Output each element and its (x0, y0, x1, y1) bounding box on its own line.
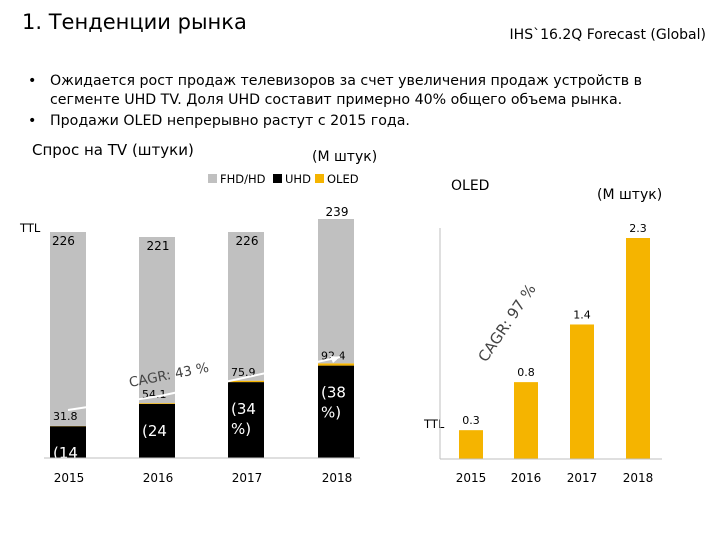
ttl-label: TTL (423, 417, 445, 431)
uhd-bar (228, 382, 264, 458)
uhd-share-label-cont: %) (231, 420, 251, 438)
uhd-bar (318, 365, 354, 458)
growth-arrowhead (330, 356, 340, 363)
x-tick-label: 2017 (567, 471, 598, 485)
oled-bar (139, 403, 175, 404)
x-tick-label: 2017 (232, 471, 263, 485)
bullet-text: Ожидается рост продаж телевизоров за сче… (50, 73, 642, 108)
fhd-bar (228, 232, 264, 381)
cagr-annotation: CAGR: 97 % (474, 281, 539, 366)
legend-swatch-uhd (273, 174, 282, 183)
legend-label: OLED (327, 172, 359, 186)
uhd-share-label: (34 (231, 400, 256, 418)
oled-unit-label: (М штук) (597, 187, 663, 203)
bullet-marker: • (28, 73, 37, 89)
oled-value-bar (459, 430, 483, 459)
legend-label: UHD (285, 172, 311, 186)
uhd-share-label: (38 (321, 384, 346, 402)
legend-swatch-fhdhd (208, 174, 217, 183)
oled-value-bar (570, 324, 594, 459)
oled-value-label: 0.3 (462, 414, 480, 427)
x-tick-label: 2018 (322, 471, 353, 485)
tv-demand-chart-title: Спрос на TV (штуки) (32, 141, 194, 159)
total-value-label: 226 (236, 234, 259, 248)
oled-value-bar (626, 238, 650, 459)
fhd-bar (50, 232, 86, 426)
oled-chart-title: OLED (451, 178, 490, 194)
x-tick-label: 2018 (623, 471, 654, 485)
x-tick-label: 2016 (143, 471, 174, 485)
oled-value-label: 0.8 (517, 366, 535, 379)
fhd-bar (318, 219, 354, 364)
total-value-label: 239 (326, 205, 349, 219)
uhd-value-label: 31.8 (53, 410, 78, 423)
x-tick-label: 2015 (54, 471, 85, 485)
fhd-bar (139, 237, 175, 404)
total-value-label: 226 (52, 234, 75, 248)
page-title: 1. Тенденции рынка (22, 10, 247, 34)
legend-swatch-oled (315, 174, 324, 183)
bullet-text: Продажи OLED непрерывно растут с 2015 го… (50, 113, 410, 129)
growth-arrow-line (67, 356, 341, 411)
oled-bar (228, 380, 264, 383)
uhd-share-label-cont: %) (321, 404, 341, 422)
x-tick-label: 2015 (456, 471, 487, 485)
oled-value-bar (514, 382, 538, 459)
bullet-uhd-growth: • Ожидается рост продаж телевизоров за с… (28, 72, 708, 110)
total-value-label: 221 (147, 239, 170, 253)
legend-label: FHD/HD (220, 172, 266, 186)
x-tick-label: 2016 (511, 471, 542, 485)
bullet-marker: • (28, 113, 37, 129)
uhd-bar (139, 403, 175, 458)
forecast-source: IHS`16.2Q Forecast (Global) (509, 27, 706, 43)
uhd-share-label: (14 (53, 444, 78, 462)
bullet-oled-growth: • Продажи OLED непрерывно растут с 2015 … (28, 112, 708, 131)
oled-value-label: 1.4 (573, 308, 591, 321)
oled-value-label: 2.3 (629, 222, 647, 235)
ttl-label: TTL (19, 221, 41, 235)
tv-demand-unit-label: (М штук) (312, 149, 378, 165)
uhd-share-label: (24 (142, 422, 167, 440)
uhd-bar (50, 426, 86, 458)
oled-bar (318, 363, 354, 366)
